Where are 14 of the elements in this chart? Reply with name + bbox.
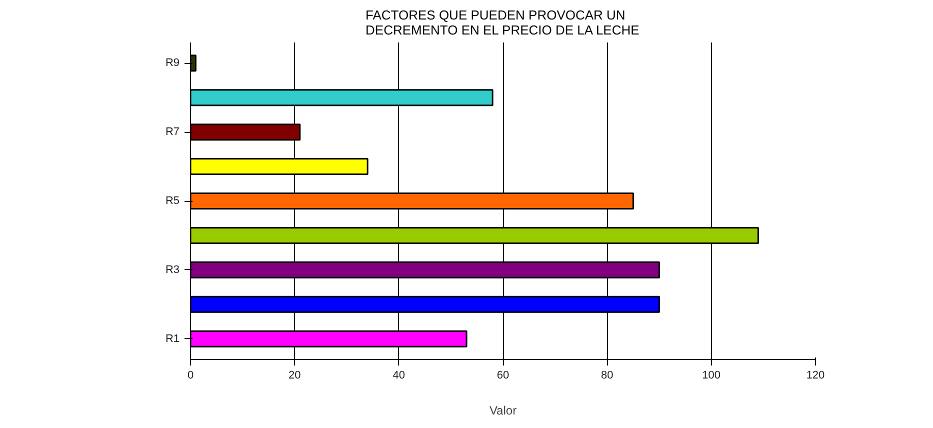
x-tick-label: 0 bbox=[187, 370, 194, 382]
y-tick-label: R9 bbox=[165, 57, 180, 70]
y-tick-label: R7 bbox=[165, 126, 180, 138]
x-tick-label: 60 bbox=[496, 370, 510, 382]
x-tick-label: 100 bbox=[702, 370, 721, 382]
x-axis-title: Valor bbox=[489, 404, 517, 418]
chart-title: FACTORES QUE PUEDEN PROVOCAR UN DECREMENTO EN EL PRECIO DE LA LECHE bbox=[366, 8, 640, 38]
y-tick-label: R5 bbox=[165, 195, 180, 207]
y-tick-label: R3 bbox=[165, 264, 180, 276]
x-tick-label: 40 bbox=[392, 370, 405, 382]
x-tick-label: 80 bbox=[601, 370, 614, 382]
y-tick-label: R1 bbox=[165, 332, 180, 345]
x-tick-label: 20 bbox=[288, 370, 301, 382]
x-tick-label: 120 bbox=[806, 370, 825, 382]
